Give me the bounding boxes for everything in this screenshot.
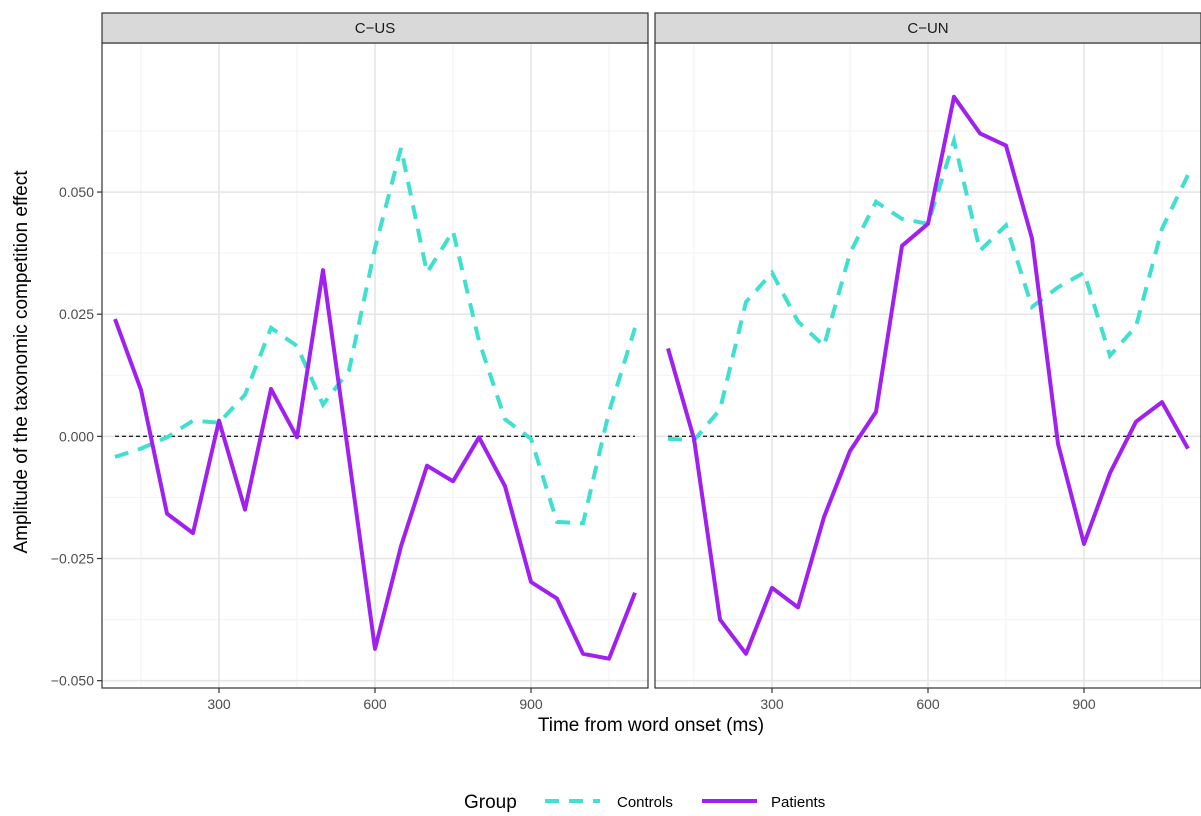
x-tick-label: 300 — [207, 696, 231, 712]
x-tick-label: 300 — [760, 696, 784, 712]
y-axis-ticks: −0.050 −0.025 0.000 0.025 0.050 — [51, 184, 102, 689]
panel-1: C−UN 300 600 900 — [654, 12, 1201, 712]
x-tick-label: 900 — [1072, 696, 1096, 712]
series-line-controls — [667, 133, 1190, 443]
series-line-patients — [666, 94, 1190, 656]
facet-strip-label: C−UN — [907, 20, 948, 37]
series-line-controls — [114, 147, 637, 526]
x-axis-title: Time from word onset (ms) — [538, 715, 764, 736]
facet-strip — [654, 12, 1201, 44]
x-tick-label: 900 — [519, 696, 543, 712]
legend: Group Controls Patients — [464, 792, 825, 813]
x-tick-label: 600 — [363, 696, 387, 712]
y-tick-label: −0.050 — [51, 673, 94, 689]
legend-label-controls: Controls — [617, 794, 673, 811]
series-line-patients — [113, 268, 637, 661]
y-tick-label: 0.025 — [59, 306, 94, 322]
y-tick-label: −0.025 — [51, 551, 94, 567]
facet-panels: C−US 300 600 900 C−UN 300 600 900 — [101, 12, 1201, 712]
legend-label-patients: Patients — [771, 794, 825, 811]
x-tick-label: 600 — [916, 696, 940, 712]
legend-title: Group — [464, 792, 517, 813]
facet-strip-label: C−US — [355, 20, 395, 37]
panel-0: C−US 300 600 900 — [101, 12, 649, 712]
y-tick-label: 0.000 — [59, 428, 94, 444]
facet-strip — [101, 12, 649, 44]
y-tick-label: 0.050 — [59, 184, 94, 200]
y-axis-title: Amplitude of the taxonomic competition e… — [11, 170, 32, 554]
